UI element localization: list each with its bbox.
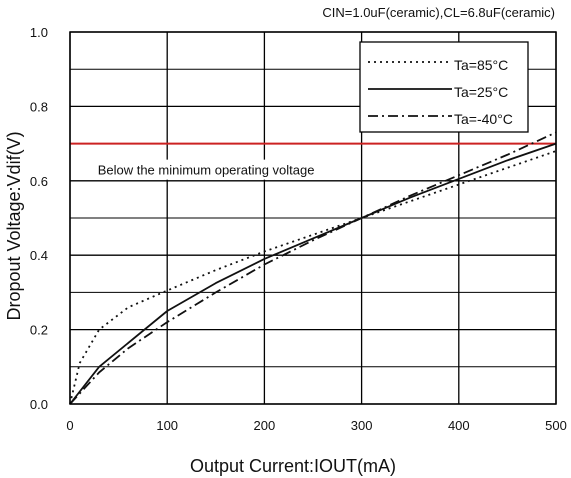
x-tick-label: 300 (351, 418, 373, 433)
x-tick-label: 500 (545, 418, 567, 433)
annotation-background (75, 159, 338, 180)
x-tick-label: 400 (448, 418, 470, 433)
tick-labels: 0 100 200 300 400 500 0.0 0.2 0.4 0.6 0.8 1.0 (30, 25, 567, 433)
x-tick-label: 200 (254, 418, 276, 433)
series-line (69, 142, 557, 405)
series-lines (69, 131, 557, 405)
x-axis-label: Output Current:IOUT(mA) (190, 456, 396, 476)
legend-box (359, 41, 529, 133)
annotation-below-minimum-voltage: Below the minimum operating voltage (98, 163, 315, 178)
series-line (69, 131, 557, 405)
legend-label: Ta=85°C (454, 57, 508, 73)
y-tick-label: 0.0 (30, 397, 48, 412)
legend-label: Ta=25°C (454, 84, 508, 100)
y-axis-label: Dropout Voltage:Vdif(V) (4, 131, 24, 320)
y-tick-label: 1.0 (30, 25, 48, 40)
chart-title: CIN=1.0uF(ceramic),CL=6.8uF(ceramic) (322, 5, 555, 20)
x-tick-label: 0 (66, 418, 73, 433)
y-tick-label: 0.2 (30, 323, 48, 338)
y-tick-label: 0.4 (30, 248, 48, 263)
plot-frame (69, 31, 557, 405)
y-tick-label: 0.6 (30, 174, 48, 189)
legend-label: Ta=-40°C (454, 111, 513, 127)
x-tick-label: 100 (156, 418, 178, 433)
series-line (69, 150, 557, 405)
y-tick-label: 0.8 (30, 99, 48, 114)
legend: Ta=85°C Ta=25°C Ta=-40°C (359, 41, 529, 133)
